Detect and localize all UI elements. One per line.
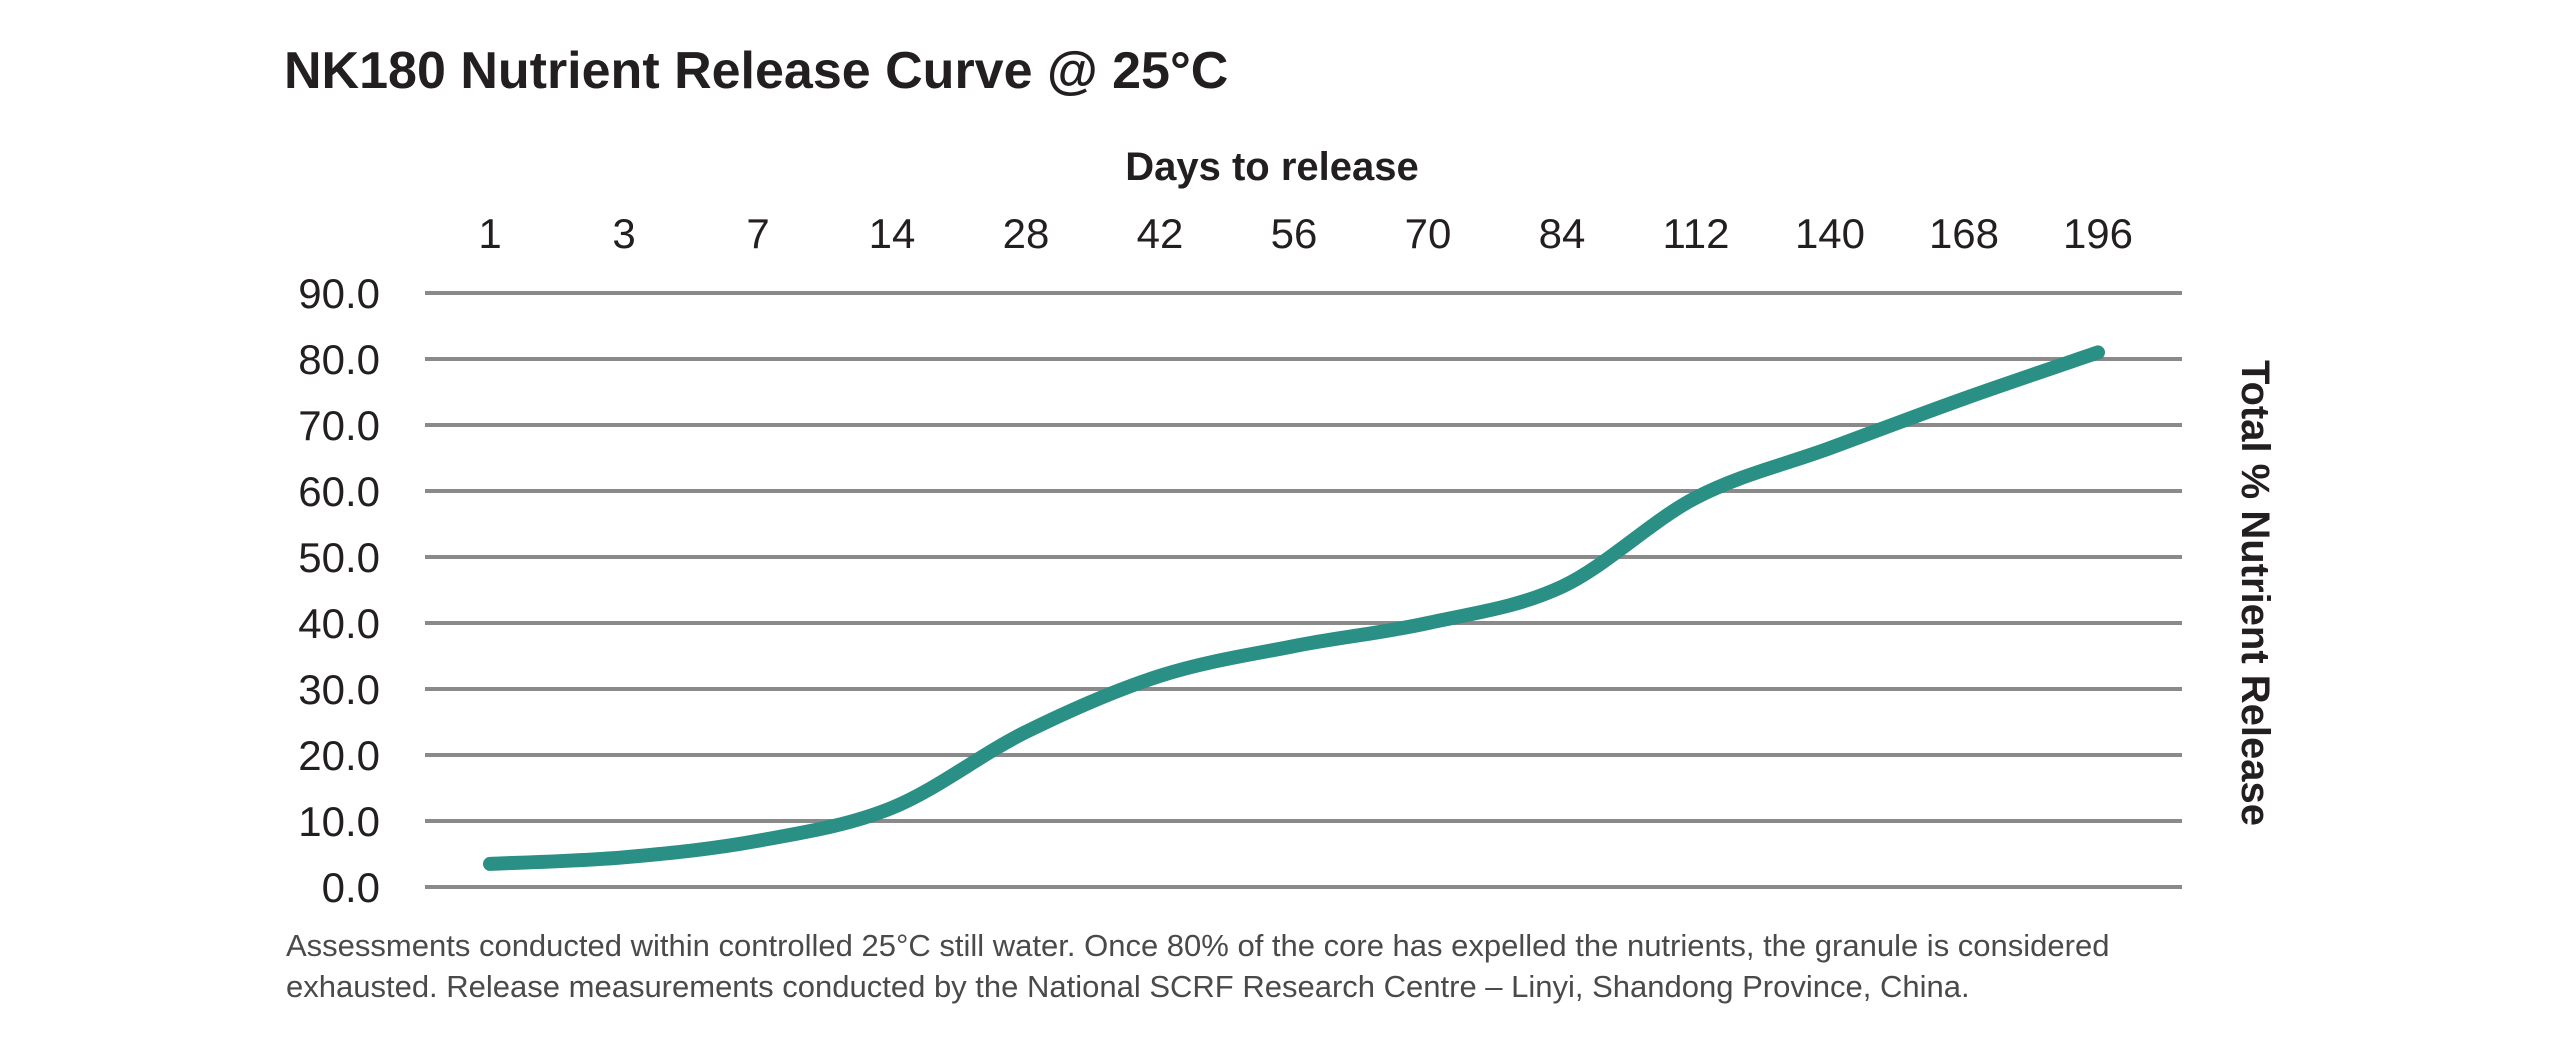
y-tick-label: 40.0: [298, 600, 380, 647]
x-tick-label: 1: [478, 210, 501, 257]
y-tick-label: 70.0: [298, 402, 380, 449]
x-tick-label: 42: [1137, 210, 1184, 257]
x-axis-ticks: 1 3 7 14 28 42 56 70 84 112 140 168 196: [478, 210, 2133, 257]
x-tick-label: 84: [1539, 210, 1586, 257]
x-tick-label: 112: [1663, 210, 1730, 257]
series-line-0: [483, 345, 2105, 871]
y-tick-label: 30.0: [298, 666, 380, 713]
y-axis-ticks: 90.0 80.0 70.0 60.0 50.0 40.0 30.0 20.0 10.0 0.0: [298, 270, 380, 911]
gridlines: [425, 291, 2182, 889]
x-axis-title: Days to release: [1125, 145, 1419, 189]
y-tick-label: 80.0: [298, 336, 380, 383]
x-tick-label: 140: [1795, 210, 1865, 257]
y-tick-label: 10.0: [298, 798, 380, 845]
footnote: Assessments conducted within controlled …: [286, 925, 2346, 1007]
y-tick-label: 20.0: [298, 732, 380, 779]
y-tick-label: 50.0: [298, 534, 380, 581]
footnote-line-2: exhausted. Release measurements conducte…: [286, 969, 1970, 1004]
footnote-line-1: Assessments conducted within controlled …: [286, 928, 2110, 963]
x-tick-label: 56: [1271, 210, 1318, 257]
x-tick-label: 168: [1929, 210, 1999, 257]
x-tick-label: 28: [1003, 210, 1050, 257]
x-tick-label: 70: [1405, 210, 1452, 257]
chart-title: NK180 Nutrient Release Curve @ 25°C: [284, 42, 1228, 100]
series-layer: [483, 345, 2105, 871]
x-tick-label: 196: [2063, 210, 2133, 257]
y-tick-label: 90.0: [298, 270, 380, 317]
y-axis-title: Total % Nutrient Release: [2233, 360, 2277, 826]
x-tick-label: 3: [612, 210, 635, 257]
y-tick-label: 60.0: [298, 468, 380, 515]
y-tick-label: 0.0: [322, 864, 380, 911]
x-tick-label: 14: [869, 210, 916, 257]
x-tick-label: 7: [746, 210, 769, 257]
